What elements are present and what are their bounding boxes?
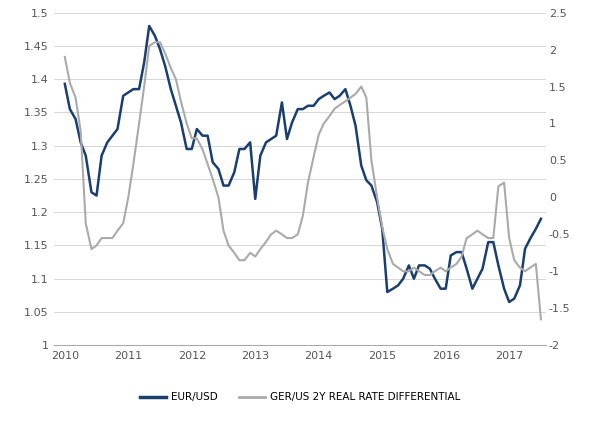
Legend: EUR/USD, GER/US 2Y REAL RATE DIFFERENTIAL: EUR/USD, GER/US 2Y REAL RATE DIFFERENTIA… xyxy=(136,388,464,407)
